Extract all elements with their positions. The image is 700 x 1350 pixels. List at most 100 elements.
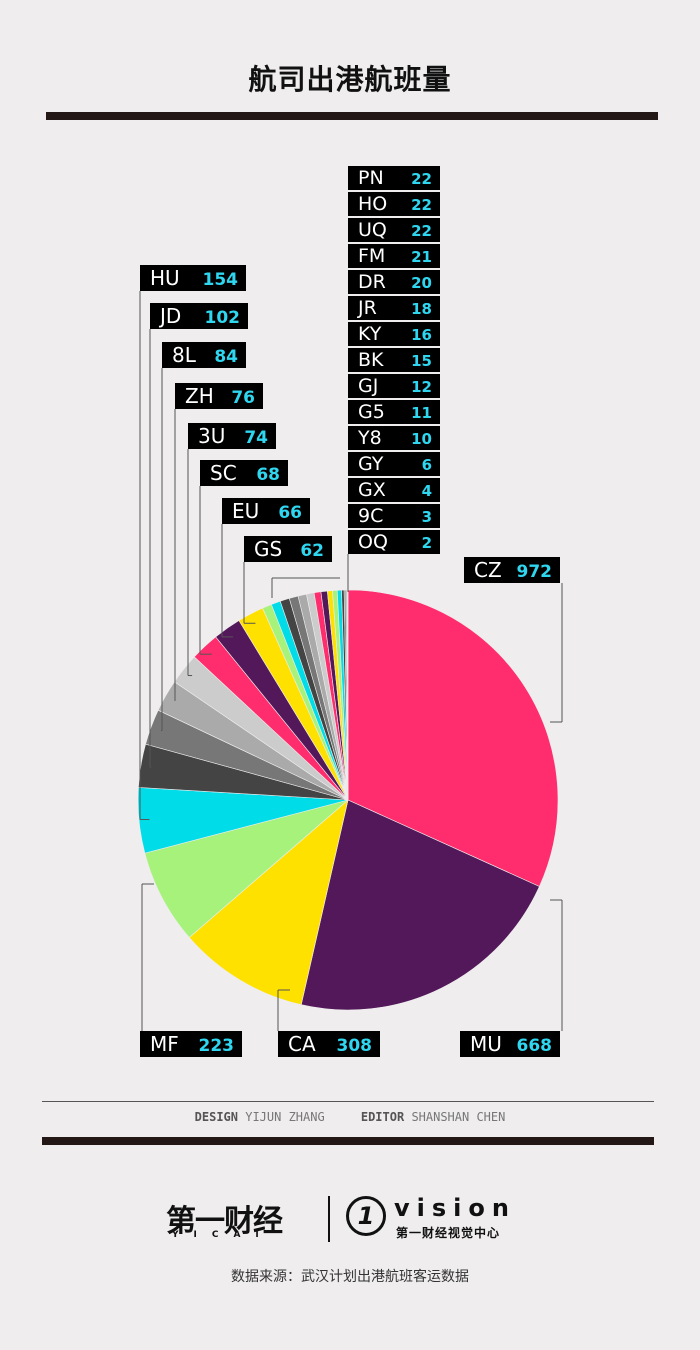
label-ho: HO 22 [348, 192, 440, 216]
label-value-cz: 972 [517, 562, 553, 582]
label-box-bk [348, 348, 440, 372]
label-name-mu: MU [470, 1032, 502, 1056]
label-cz: CZ 972 [464, 557, 560, 583]
label-box-eu [222, 498, 310, 524]
label-name-ho: HO [358, 193, 387, 215]
label-y8: Y8 10 [348, 426, 440, 450]
label-box-gs [244, 536, 332, 562]
label-value-gy: 6 [422, 456, 432, 474]
label-value-oq: 2 [422, 534, 432, 552]
label-name-jd: JD [158, 304, 181, 328]
label-box-cz [464, 557, 560, 583]
label-ky: KY 16 [348, 322, 440, 346]
label-value-8l: 84 [214, 347, 238, 367]
label-name-fm: FM [358, 245, 385, 267]
label-box-uq [348, 218, 440, 242]
footer-rule [42, 1137, 654, 1145]
label-value-eu: 66 [278, 503, 302, 523]
label-value-9c: 3 [422, 508, 432, 526]
label-gy: GY 6 [348, 452, 440, 476]
label-value-zh: 76 [231, 388, 255, 408]
label-box-3u [188, 423, 276, 449]
credits: DESIGN YIJUN ZHANG EDITOR SHANSHAN CHEN [0, 1110, 700, 1124]
label-box-hu [140, 265, 246, 291]
label-value-uq: 22 [411, 222, 432, 240]
label-box-oq [348, 530, 440, 554]
label-mu: MU 668 [460, 1031, 560, 1057]
label-box-ky [348, 322, 440, 346]
label-name-3u: 3U [198, 424, 225, 448]
label-gx: GX 4 [348, 478, 440, 502]
editor-label: EDITOR [360, 1110, 405, 1124]
label-zh: ZH 76 [175, 383, 263, 409]
label-box-jd [150, 303, 248, 329]
label-name-ky: KY [358, 323, 382, 345]
label-box-mu [460, 1031, 560, 1057]
label-name-8l: 8L [172, 343, 197, 367]
label-value-hu: 154 [203, 270, 239, 290]
label-name-dr: DR [358, 271, 386, 293]
label-value-g5: 11 [411, 404, 432, 422]
label-box-gx [348, 478, 440, 502]
label-sc: SC 68 [200, 460, 288, 486]
editor-name: SHANSHAN CHEN [411, 1110, 506, 1124]
label-bk: BK 15 [348, 348, 440, 372]
label-box-gy [348, 452, 440, 476]
label-value-gx: 4 [422, 482, 432, 500]
label-box-ho [348, 192, 440, 216]
label-name-jr: JR [357, 297, 377, 319]
label-pn: PN 22 [348, 166, 440, 190]
label-box-mf [140, 1031, 242, 1057]
label-name-gx: GX [358, 479, 386, 501]
label-value-mu: 668 [517, 1036, 553, 1056]
label-jd: JD 102 [150, 303, 248, 329]
label-9c: 9C 3 [348, 504, 440, 528]
label-value-ca: 308 [337, 1036, 373, 1056]
label-box-dr [348, 270, 440, 294]
vision-logo-icon: 1 [346, 1196, 386, 1236]
label-uq: UQ 22 [348, 218, 440, 242]
label-name-uq: UQ [358, 219, 387, 241]
logo-separator [328, 1196, 330, 1242]
label-name-g5: G5 [358, 401, 385, 423]
label-value-ky: 16 [411, 326, 432, 344]
label-name-bk: BK [358, 349, 384, 371]
label-name-y8: Y8 [357, 427, 382, 449]
label-box-9c [348, 504, 440, 528]
label-name-eu: EU [232, 499, 259, 523]
label-name-zh: ZH [185, 384, 214, 408]
design-label: DESIGN [194, 1110, 238, 1124]
credits-divider [42, 1101, 654, 1102]
label-name-ca: CA [288, 1032, 316, 1056]
data-source: 数据来源：武汉计划出港航班客运数据 [231, 1269, 469, 1285]
label-value-fm: 21 [411, 248, 432, 266]
pie-slice-mu [300, 799, 540, 1011]
label-value-gs: 62 [300, 541, 324, 561]
label-box-pn [348, 166, 440, 190]
label-box-sc [200, 460, 288, 486]
label-box-gj [348, 374, 440, 398]
label-value-sc: 68 [256, 465, 280, 485]
label-box-y8 [348, 426, 440, 450]
label-value-y8: 10 [411, 430, 432, 448]
label-value-gj: 12 [411, 378, 432, 396]
label-jr: JR 18 [348, 296, 440, 320]
label-8l: 8L 84 [162, 342, 246, 368]
label-box-fm [348, 244, 440, 268]
yicai-logo: 第一财经 [166, 1204, 283, 1239]
label-dr: DR 20 [348, 270, 440, 294]
label-value-3u: 74 [244, 428, 268, 448]
chart-title: 航司出港航班量 [248, 63, 452, 96]
label-name-gj: GJ [358, 375, 378, 397]
label-hu: HU 154 [140, 265, 246, 291]
label-gs: GS 62 [244, 536, 332, 562]
label-value-dr: 20 [411, 274, 432, 292]
label-value-ho: 22 [411, 196, 432, 214]
label-3u: 3U 74 [188, 423, 276, 449]
label-name-hu: HU [150, 266, 180, 290]
vision-logo-subtitle: 第一财经视觉中心 [396, 1226, 501, 1240]
label-oq: OQ 2 [348, 530, 440, 554]
label-mf: MF 223 [140, 1031, 242, 1057]
label-value-jd: 102 [205, 308, 241, 328]
